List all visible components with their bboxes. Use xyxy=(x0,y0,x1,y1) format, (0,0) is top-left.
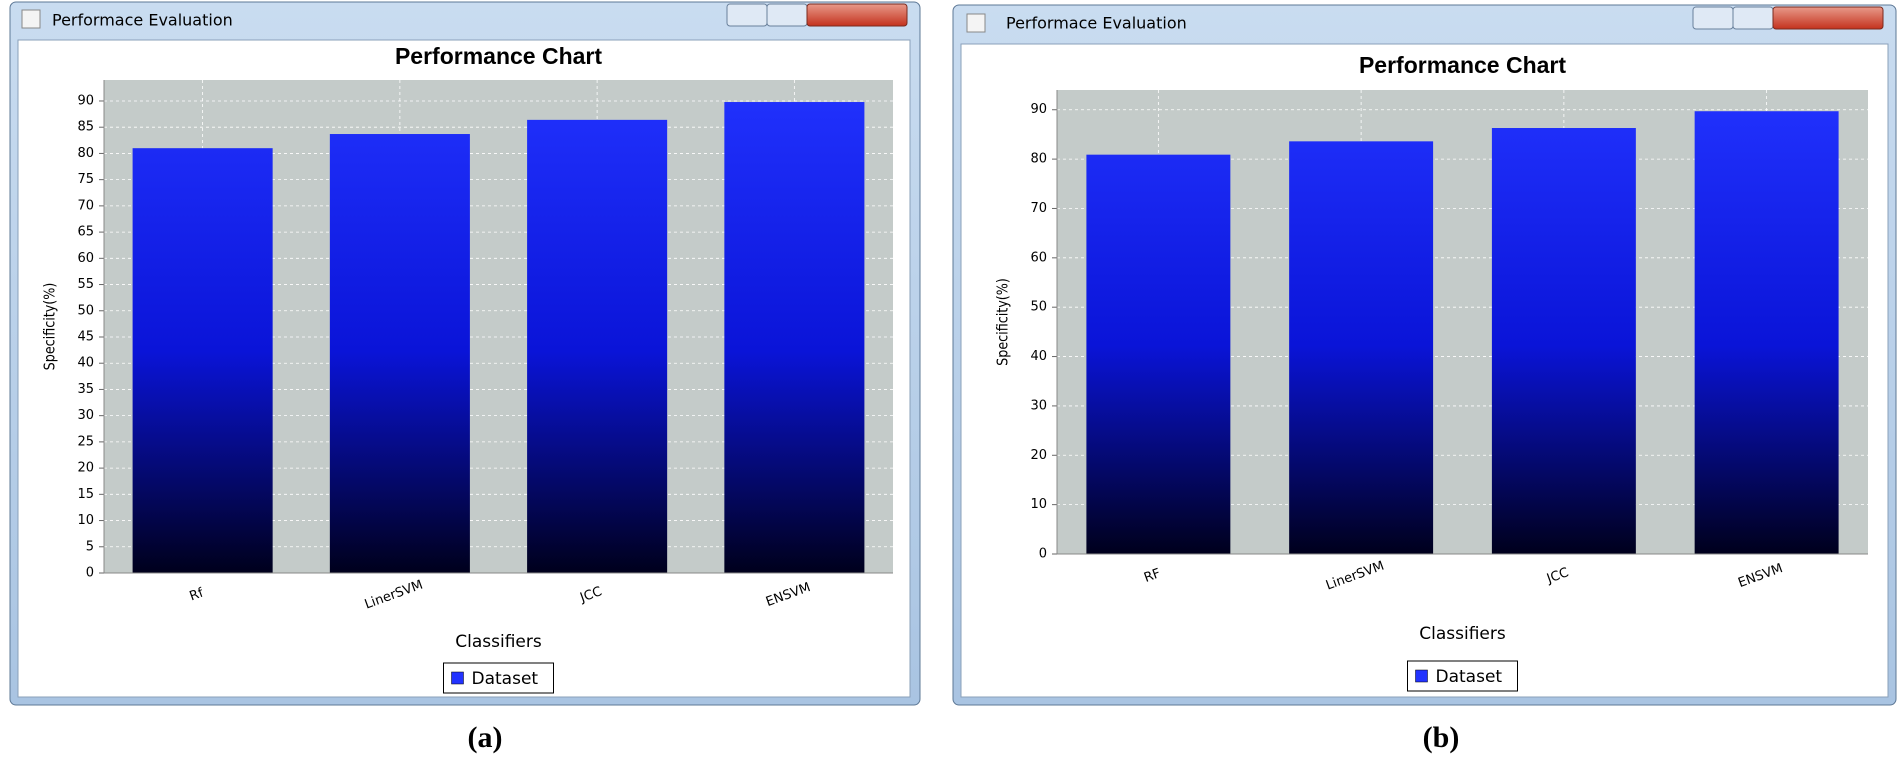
y-tick-label: 35 xyxy=(77,382,94,397)
y-tick-label: 45 xyxy=(77,329,94,344)
x-axis-label: Classifiers xyxy=(1419,624,1506,644)
y-tick-label: 25 xyxy=(77,434,94,449)
bar xyxy=(724,102,865,574)
y-tick-label: 65 xyxy=(77,225,94,240)
y-tick-label: 20 xyxy=(1030,448,1047,463)
bar xyxy=(1694,111,1839,555)
chart-title: Performance Chart xyxy=(1359,52,1566,78)
y-axis-label: Specificity(%) xyxy=(994,278,1011,366)
y-tick-label: 70 xyxy=(1030,201,1047,216)
y-tick-label: 15 xyxy=(77,487,94,502)
minimize-button[interactable] xyxy=(726,3,768,27)
y-tick-label: 0 xyxy=(1039,547,1047,562)
y-tick-label: 90 xyxy=(77,93,94,108)
y-tick-label: 85 xyxy=(77,120,94,135)
app-icon xyxy=(966,13,986,33)
bar xyxy=(1491,128,1636,554)
y-tick-label: 60 xyxy=(77,251,94,266)
legend-swatch xyxy=(451,671,464,685)
legend-label: Dataset xyxy=(472,669,539,689)
y-tick-label: 75 xyxy=(77,172,94,187)
y-tick-label: 20 xyxy=(77,461,94,476)
y-tick-label: 10 xyxy=(77,513,94,528)
y-tick-label: 30 xyxy=(1030,398,1047,413)
y-tick-label: 80 xyxy=(1030,152,1047,167)
chart: Performance Chart 0 5 10 15 20 25 30 35 40 45 50 55 6… xyxy=(41,43,893,694)
close-button[interactable] xyxy=(1772,6,1884,30)
minimize-button[interactable] xyxy=(1692,6,1734,30)
maximize-button[interactable] xyxy=(766,3,808,27)
caption: (b) xyxy=(1423,721,1460,754)
caption: (a) xyxy=(468,721,503,754)
chart-title: Performance Chart xyxy=(395,43,602,69)
y-tick-label: 40 xyxy=(1030,349,1047,364)
maximize-button[interactable] xyxy=(1732,6,1774,30)
app-icon xyxy=(21,9,41,29)
x-axis-label: Classifiers xyxy=(455,632,542,652)
bar xyxy=(1289,141,1434,554)
y-tick-label: 90 xyxy=(1030,102,1047,117)
y-tick-label: 10 xyxy=(1030,497,1047,512)
x-tick-label: Rf xyxy=(188,585,206,604)
y-tick-label: 50 xyxy=(77,303,94,318)
y-tick-label: 60 xyxy=(1030,250,1047,265)
bar xyxy=(132,148,273,573)
y-tick-label: 0 xyxy=(86,566,94,581)
window-title: Performace Evaluation xyxy=(1006,14,1187,33)
bar xyxy=(1086,154,1231,555)
bar xyxy=(527,119,668,574)
y-tick-label: 80 xyxy=(77,146,94,161)
y-tick-label: 30 xyxy=(77,408,94,423)
legend-label: Dataset xyxy=(1436,667,1503,687)
y-axis-label: Specificity(%) xyxy=(41,283,58,371)
x-tick-label: RF xyxy=(1142,566,1163,586)
window-title: Performace Evaluation xyxy=(52,11,233,30)
close-button[interactable] xyxy=(806,3,908,27)
chart: Performance Chart 0 10 20 30 40 50 60 70 80 90 Spec… xyxy=(994,52,1868,692)
x-tick-label: JCC xyxy=(577,584,604,606)
legend-swatch xyxy=(1415,669,1428,683)
y-tick-label: 50 xyxy=(1030,300,1047,315)
y-tick-label: 40 xyxy=(77,356,94,371)
y-tick-label: 5 xyxy=(86,539,94,554)
x-tick-label: JCC xyxy=(1544,565,1571,587)
bar xyxy=(329,134,470,574)
y-tick-label: 70 xyxy=(77,198,94,213)
y-tick-label: 55 xyxy=(77,277,94,292)
